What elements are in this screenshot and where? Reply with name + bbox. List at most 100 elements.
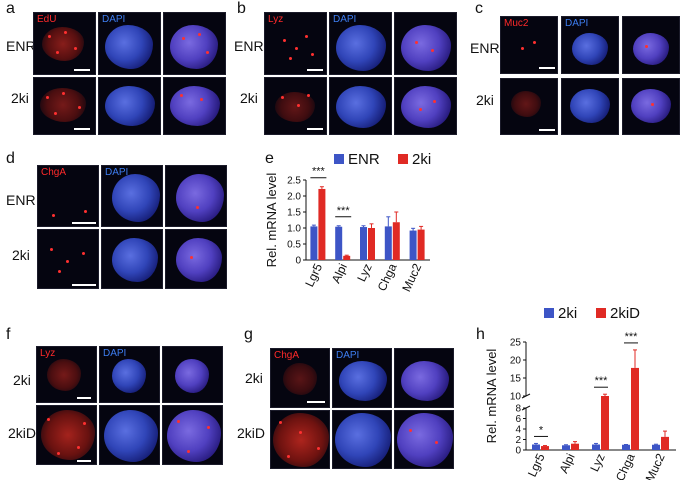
bar bbox=[384, 226, 392, 260]
bar bbox=[335, 226, 343, 260]
panel-letter-a: a bbox=[6, 0, 15, 17]
y-tick-label: 20 bbox=[510, 356, 522, 367]
row-label-2ki-f: 2ki bbox=[13, 372, 31, 388]
stain-label: ChgA bbox=[274, 350, 300, 361]
micrograph-g-2kid-dapi bbox=[332, 410, 392, 469]
y-tick-label: 0 bbox=[295, 256, 301, 267]
row-label-2ki-a: 2ki bbox=[11, 90, 29, 106]
y-tick-label: 0 bbox=[515, 446, 521, 457]
micrograph-b-2ki-merge bbox=[394, 77, 457, 135]
micrograph-d-2ki-chga bbox=[37, 229, 99, 289]
row-label-2ki-c: 2ki bbox=[476, 92, 494, 108]
micrograph-a-enr-merge bbox=[163, 12, 226, 75]
significance-mark: *** bbox=[312, 166, 326, 178]
stain-label: Lyz bbox=[40, 348, 56, 359]
stain-label: Lyz bbox=[268, 14, 284, 25]
bar bbox=[592, 444, 600, 450]
bar bbox=[622, 444, 630, 450]
x-tick-label: Alpi bbox=[329, 261, 350, 285]
scale-bar bbox=[74, 128, 90, 130]
scale-bar bbox=[77, 460, 91, 462]
bar bbox=[601, 396, 609, 450]
panel-letter-g: g bbox=[244, 326, 253, 343]
scale-bar bbox=[307, 401, 325, 403]
bar bbox=[562, 445, 570, 450]
dapi-label: DAPI bbox=[333, 14, 357, 25]
row-label-2kid-f: 2kiD bbox=[8, 425, 37, 441]
scale-bar bbox=[307, 69, 323, 71]
significance-mark: *** bbox=[337, 205, 351, 217]
x-tick-label: Muc2 bbox=[643, 451, 668, 480]
micrograph-d-enr-chga: ChgA bbox=[37, 165, 99, 227]
x-tick-label: Chga bbox=[613, 451, 638, 480]
x-tick-label: Lyz bbox=[587, 451, 607, 473]
bar bbox=[368, 228, 375, 260]
micrograph-a-2ki-edu bbox=[33, 77, 96, 135]
micrograph-c-2ki-merge bbox=[622, 78, 680, 135]
micrograph-g-2ki-dapi: DAPI bbox=[332, 348, 392, 408]
bar bbox=[310, 226, 318, 260]
micrograph-c-2ki-muc2 bbox=[500, 78, 558, 135]
y-tick-label: 6 bbox=[515, 414, 521, 425]
legend-swatch bbox=[596, 308, 606, 318]
micrograph-g-2ki-merge bbox=[394, 348, 454, 408]
scale-bar bbox=[72, 284, 96, 286]
micrograph-f-2kid-lyz bbox=[36, 405, 97, 465]
panel-letter-f: f bbox=[6, 326, 11, 343]
micrograph-c-enr-merge bbox=[622, 16, 680, 74]
y-tick-label: 4 bbox=[515, 425, 521, 436]
scale-bar bbox=[77, 397, 91, 399]
chart-e: ENR 2ki 0 0.5 1.0 1.5 2.0 2.5 Rel. mRNA level Lgr… bbox=[264, 151, 431, 294]
micrograph-b-enr-merge bbox=[394, 12, 457, 75]
dapi-label: DAPI bbox=[105, 167, 129, 178]
dapi-label: DAPI bbox=[336, 350, 360, 361]
legend-swatch bbox=[544, 308, 554, 318]
micrograph-c-enr-dapi: DAPI bbox=[561, 16, 619, 74]
micrograph-c-enr-muc2: Muc2 bbox=[500, 16, 558, 74]
bar bbox=[571, 443, 579, 450]
x-tick-label: Muc2 bbox=[399, 261, 424, 294]
micrograph-d-enr-dapi: DAPI bbox=[101, 165, 163, 227]
micrograph-b-enr-lyz: Lyz bbox=[264, 12, 327, 75]
row-label-2ki-d: 2ki bbox=[12, 247, 30, 263]
legend-label: 2ki bbox=[558, 305, 577, 322]
row-label-2ki-g: 2ki bbox=[245, 370, 263, 386]
panel-letter-e: e bbox=[265, 150, 274, 167]
bar bbox=[360, 227, 367, 260]
row-label-2kid-g: 2kiD bbox=[237, 425, 266, 441]
scale-bar bbox=[539, 129, 555, 131]
legend-label: ENR bbox=[348, 151, 380, 168]
row-label-enr-b: ENR bbox=[234, 38, 264, 54]
micrograph-d-2ki-dapi bbox=[101, 229, 163, 289]
dapi-label: DAPI bbox=[565, 18, 589, 29]
bar bbox=[541, 446, 549, 450]
y-tick-label: 15 bbox=[510, 374, 522, 385]
panel-letter-d: d bbox=[6, 150, 15, 167]
scale-bar bbox=[539, 67, 555, 69]
significance-mark: *** bbox=[595, 375, 609, 387]
row-label-2ki-b: 2ki bbox=[240, 90, 258, 106]
bar bbox=[661, 436, 669, 450]
significance-mark: *** bbox=[625, 331, 639, 343]
micrograph-a-enr-edu: EdU bbox=[33, 12, 96, 75]
y-axis-label: Rel. mRNA level bbox=[264, 173, 279, 268]
x-tick-label: Chga bbox=[375, 261, 400, 293]
scale-bar bbox=[74, 69, 90, 71]
micrograph-d-2ki-merge bbox=[165, 229, 227, 289]
micrograph-g-2kid-chga bbox=[270, 410, 330, 469]
stain-label: EdU bbox=[37, 14, 57, 25]
micrograph-f-2kid-merge bbox=[162, 405, 223, 465]
micrograph-f-2ki-dapi: DAPI bbox=[99, 346, 160, 403]
row-label-enr-a: ENR bbox=[6, 38, 36, 54]
legend-label: 2ki bbox=[412, 151, 431, 168]
micrograph-d-enr-merge bbox=[165, 165, 227, 227]
row-label-enr-c: ENR bbox=[470, 40, 500, 56]
micrograph-g-2kid-merge bbox=[394, 410, 454, 469]
y-tick-label: 2 bbox=[515, 435, 521, 446]
bar bbox=[652, 444, 660, 450]
y-tick-label: 1.0 bbox=[287, 224, 301, 235]
x-tick-label: Alpi bbox=[557, 451, 578, 475]
bar bbox=[409, 230, 417, 260]
y-tick-label: 1.5 bbox=[287, 208, 301, 219]
